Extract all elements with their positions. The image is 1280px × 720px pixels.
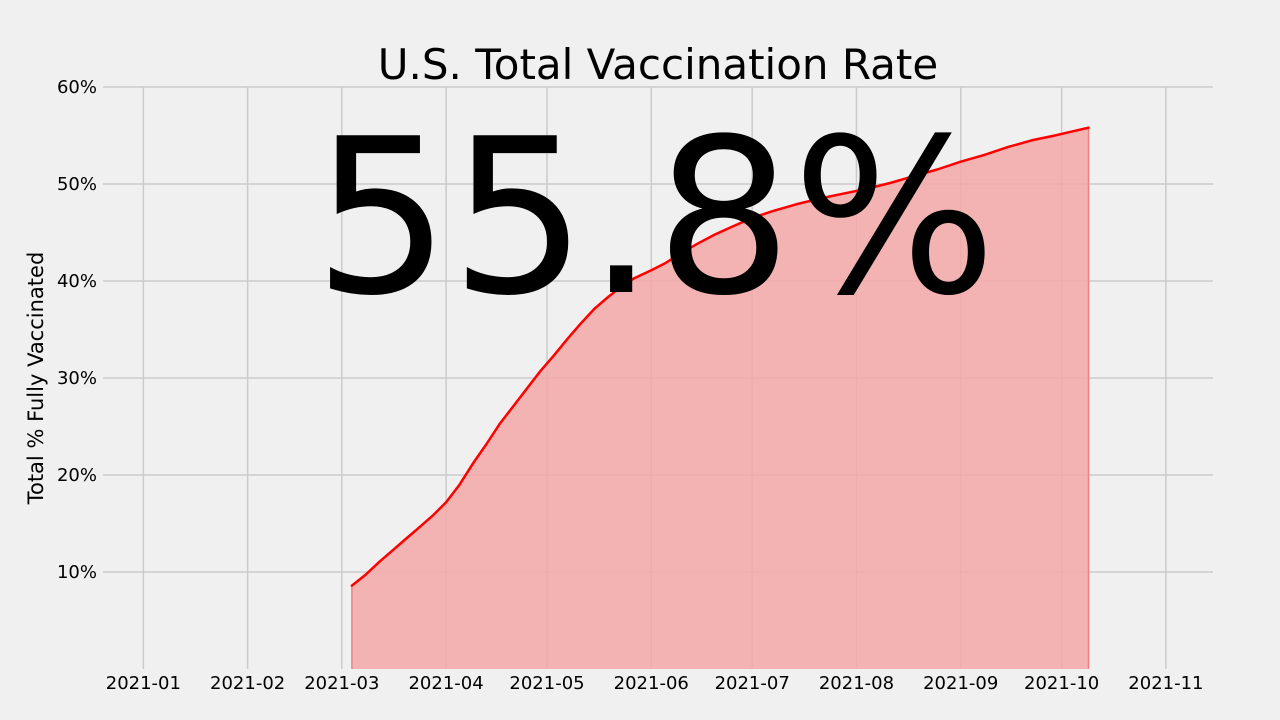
y-tick-label: 30% — [57, 368, 97, 389]
x-tick-label: 2021-10 — [1024, 673, 1099, 694]
x-tick-label: 2021-09 — [923, 673, 998, 694]
y-tick-label: 20% — [57, 465, 97, 486]
x-tick-label: 2021-07 — [715, 673, 790, 694]
series-line — [350, 126, 1090, 587]
y-axis-label: Total % Fully Vaccinated — [24, 252, 48, 506]
chart-title: U.S. Total Vaccination Rate — [378, 40, 938, 89]
tick-layer: 2021-01 2021-02 2021-03 2021-04 2021-05 2021-… — [57, 77, 1204, 694]
x-tick-label: 2021-06 — [614, 673, 689, 694]
x-tick-label: 2021-11 — [1128, 673, 1203, 694]
x-tick-label: 2021-01 — [106, 673, 181, 694]
x-tick-label: 2021-04 — [408, 673, 483, 694]
headline-percentage: 55.8% — [313, 92, 996, 343]
y-tick-label: 60% — [57, 77, 97, 98]
x-tick-label: 2021-03 — [304, 673, 379, 694]
series-area-fill — [351, 127, 1089, 669]
y-tick-label: 50% — [57, 174, 97, 195]
x-tick-label: 2021-02 — [210, 673, 285, 694]
y-tick-label: 40% — [57, 271, 97, 292]
x-tick-label: 2021-05 — [509, 673, 584, 694]
y-tick-label: 10% — [57, 562, 97, 583]
area-layer — [350, 126, 1090, 669]
x-tick-label: 2021-08 — [819, 673, 894, 694]
